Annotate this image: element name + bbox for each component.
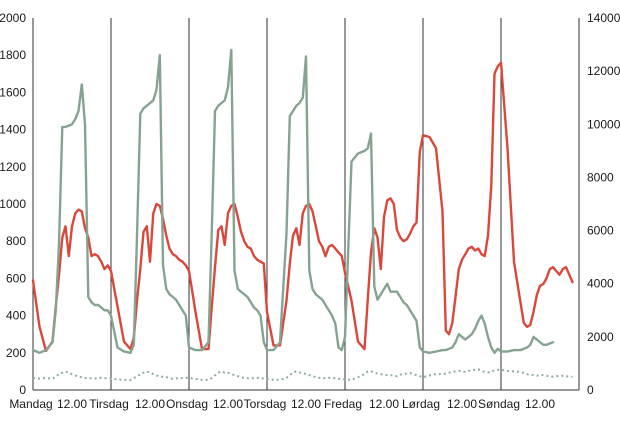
axes bbox=[32, 18, 580, 391]
right-y-tick-label: 2000 bbox=[587, 330, 614, 344]
left-y-tick-label: 800 bbox=[6, 234, 26, 248]
x-tick-label: Lørdag bbox=[402, 397, 440, 411]
right-y-tick-label: 0 bbox=[587, 383, 594, 397]
x-tick-label: Søndag bbox=[478, 397, 520, 411]
series-line-0 bbox=[31, 61, 574, 353]
right-y-tick-label: 8000 bbox=[587, 170, 614, 184]
left-y-tick-label: 1400 bbox=[0, 123, 26, 137]
left-y-tick-label: 2000 bbox=[0, 11, 26, 25]
tick-labels: 0 200 400 600 800 1000 1200 1400 1600 1800 2000 0 20… bbox=[0, 11, 620, 411]
left-y-tick-label: 400 bbox=[6, 309, 26, 323]
left-y-tick-label: 1200 bbox=[0, 160, 26, 174]
left-y-tick-label: 200 bbox=[6, 346, 26, 360]
left-y-tick-label: 600 bbox=[6, 271, 26, 285]
right-y-tick-label: 4000 bbox=[587, 277, 614, 291]
x-tick-label: 12.00 bbox=[525, 397, 555, 411]
left-y-tick-label: 1600 bbox=[0, 85, 26, 99]
x-tick-label: 12.00 bbox=[447, 397, 477, 411]
left-y-tick-label: 1000 bbox=[0, 197, 26, 211]
series-line-2 bbox=[32, 368, 573, 381]
right-y-tick-label: 14000 bbox=[587, 11, 620, 25]
x-tick-label: 12.00 bbox=[135, 397, 165, 411]
x-tick-label: Tirsdag bbox=[89, 397, 129, 411]
x-tick-label: Torsdag bbox=[244, 397, 287, 411]
right-y-tick-label: 12000 bbox=[587, 64, 620, 78]
right-y-tick-label: 10000 bbox=[587, 117, 620, 131]
series-layer bbox=[31, 48, 574, 381]
x-tick-label: 12.00 bbox=[57, 397, 87, 411]
x-tick-label: Onsdag bbox=[166, 397, 208, 411]
x-tick-label: 12.00 bbox=[291, 397, 321, 411]
x-tick-label: 12.00 bbox=[369, 397, 399, 411]
left-y-tick-label: 1800 bbox=[0, 48, 26, 62]
left-y-tick-label: 0 bbox=[19, 383, 26, 397]
x-tick-label: Mandag bbox=[9, 397, 52, 411]
x-tick-label: Fredag bbox=[324, 397, 362, 411]
right-y-tick-label: 6000 bbox=[587, 224, 614, 238]
x-tick-label: 12.00 bbox=[213, 397, 243, 411]
series-line-1 bbox=[31, 48, 555, 354]
